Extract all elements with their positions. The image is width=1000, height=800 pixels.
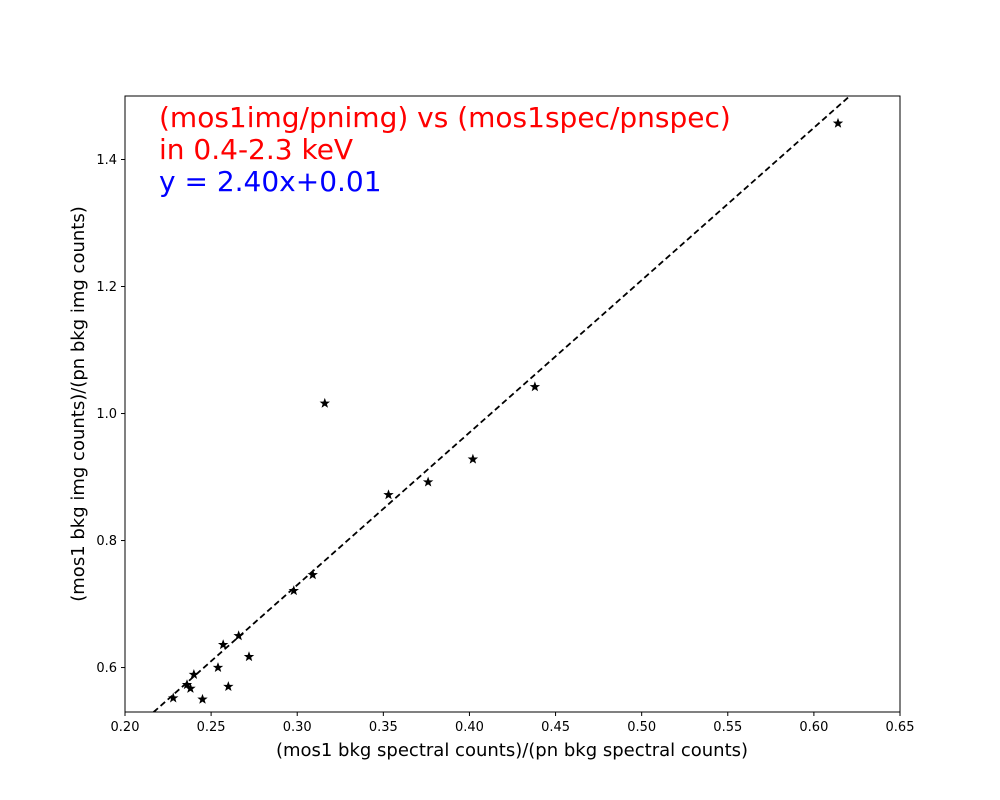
annotation-title-line2: in 0.4-2.3 keV [159,133,353,166]
data-point-star [243,651,255,662]
x-axis-label: (mos1 bkg spectral counts)/(pn bkg spect… [276,740,748,761]
data-point-star [319,397,330,408]
annotation-fit-equation: y = 2.40x+0.01 [159,165,382,198]
y-tick-label: 1.0 [96,407,117,422]
x-tick-label: 0.45 [541,720,570,735]
y-axis-label: (mos1 bkg img counts)/(pn bkg img counts… [68,206,89,602]
data-point-star [181,679,193,690]
data-point-star [288,585,299,596]
x-tick-label: 0.20 [111,720,140,735]
x-tick-label: 0.50 [627,720,656,735]
x-tick-label: 0.60 [799,720,828,735]
data-point-star [168,692,179,703]
y-tick-label: 1.4 [96,153,117,168]
data-point-star [422,476,434,487]
x-tick-label: 0.40 [455,720,484,735]
data-point-star [217,639,229,650]
y-tick-label: 0.6 [96,661,117,676]
y-tick-label: 0.8 [96,534,117,549]
data-point-star [467,453,479,464]
x-tick-label: 0.25 [197,720,226,735]
y-tick-label: 1.2 [96,280,117,295]
plot-frame [124,95,901,713]
x-tick-label: 0.55 [713,720,742,735]
data-point-star [197,693,208,704]
fit-line [152,96,852,712]
x-tick-label: 0.65 [886,720,915,735]
data-point-star [832,117,844,128]
x-tick-label: 0.30 [283,720,312,735]
data-point-star [233,630,244,641]
x-axis-ticks: 0.20 0.25 0.30 0.35 0.40 0.45 0.50 0.55 0.60 0.65 [111,712,915,735]
data-point-star [185,683,196,693]
data-point-star [307,569,318,580]
data-point-star [529,381,541,392]
annotation-title-line1: (mos1img/pnimg) vs (mos1spec/pnspec) [159,101,731,134]
data-point-star [212,662,224,672]
data-points [168,117,844,704]
y-axis-ticks: 0.6 0.8 1.0 1.2 1.4 [96,153,125,676]
data-point-star [223,681,234,692]
data-point-star [188,669,200,679]
x-tick-label: 0.35 [369,720,398,735]
data-point-star [383,489,394,500]
